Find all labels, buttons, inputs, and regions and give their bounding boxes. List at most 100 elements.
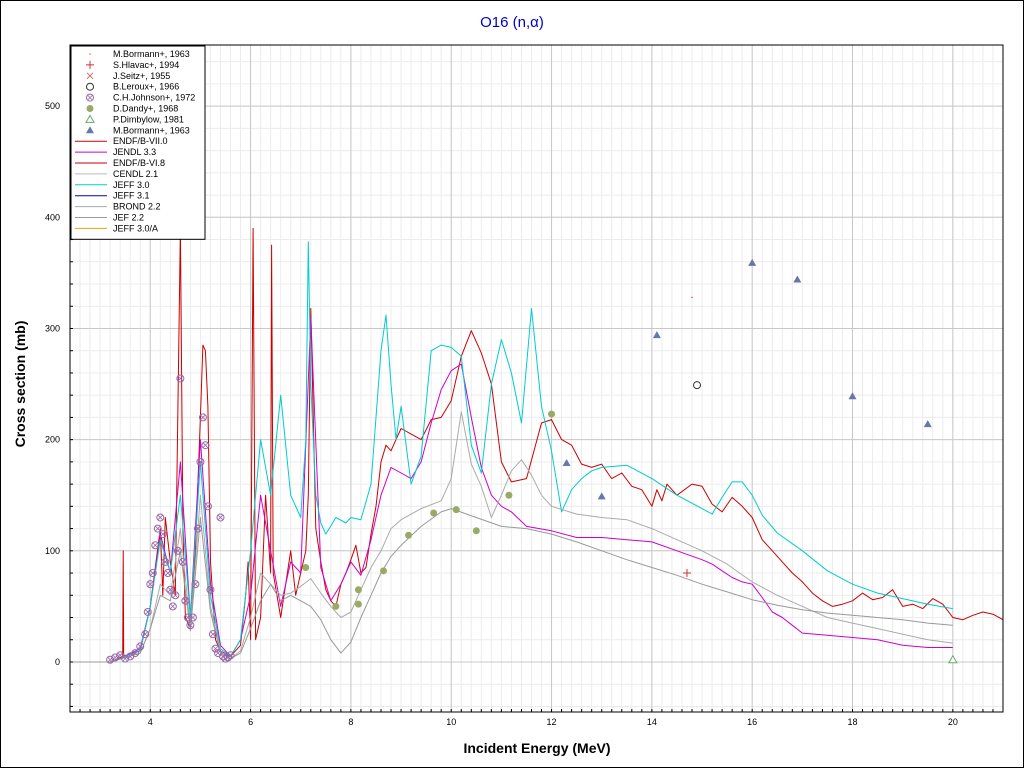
x-tick-label: 4 — [148, 717, 153, 727]
legend-marker — [86, 126, 94, 134]
y-tick-label: 400 — [45, 212, 60, 222]
data-point — [405, 531, 413, 539]
marker-shape — [472, 527, 480, 535]
y-tick-label: 100 — [45, 546, 60, 556]
marker-shape — [147, 581, 154, 587]
data-point — [203, 502, 212, 511]
data-point — [158, 530, 167, 539]
legend-label: D.Dandy+, 1968 — [113, 104, 178, 114]
marker-shape — [188, 613, 197, 622]
marker-shape — [177, 375, 184, 382]
marker-shape — [162, 559, 169, 565]
legend-entry: JEFF 3.0/A — [75, 223, 158, 233]
data-point — [188, 613, 197, 622]
marker-shape — [106, 655, 115, 664]
legend-label: JEFF 3.1 — [113, 191, 150, 201]
marker-shape — [141, 630, 150, 639]
legend-label: M.Bormann+, 1963 — [113, 125, 190, 135]
data-point — [652, 331, 661, 339]
marker-shape — [152, 542, 159, 549]
data-point — [168, 602, 177, 611]
series-line — [70, 227, 1004, 663]
marker-shape — [175, 548, 181, 554]
marker-shape — [143, 607, 152, 616]
legend-label: S.Hlavac+, 1994 — [113, 60, 179, 70]
data-point — [597, 492, 606, 500]
legend-entry: BROND 2.2 — [75, 202, 161, 212]
marker-shape — [208, 630, 217, 639]
marker-shape — [148, 569, 157, 578]
marker-shape — [682, 569, 691, 578]
legend-marker — [86, 82, 94, 91]
grid — [69, 45, 1004, 712]
marker-shape — [181, 596, 190, 605]
marker-shape — [193, 524, 202, 533]
x-tick-label: 16 — [747, 717, 757, 727]
data-point — [141, 630, 150, 639]
marker-shape — [332, 602, 340, 610]
x-tick-label: 6 — [248, 717, 253, 727]
x-tick-label: 20 — [948, 717, 958, 727]
data-point — [151, 541, 160, 550]
data-point — [472, 527, 480, 535]
marker-shape — [89, 53, 91, 55]
data-point — [302, 563, 310, 571]
marker-shape — [131, 649, 140, 658]
marker-shape — [226, 651, 235, 660]
marker-shape — [146, 580, 155, 589]
marker-shape — [87, 94, 93, 101]
legend-label: J.Seitz+, 1955 — [113, 71, 170, 81]
data-point — [748, 258, 757, 266]
marker-shape — [198, 413, 207, 422]
marker-shape — [597, 492, 606, 500]
marker-shape — [793, 275, 802, 283]
legend-marker — [86, 72, 94, 80]
marker-shape — [691, 296, 693, 299]
legend-entry: C.H.Johnson+, 1972 — [86, 93, 195, 103]
y-tick-label: 200 — [45, 435, 60, 445]
series-markers — [106, 258, 958, 664]
data-point — [176, 374, 185, 383]
legend-marker — [86, 60, 94, 69]
marker-shape — [121, 654, 130, 663]
marker-shape — [923, 420, 932, 428]
data-point — [211, 644, 220, 653]
marker-shape — [405, 531, 413, 539]
marker-shape — [180, 559, 186, 565]
marker-shape — [153, 524, 162, 533]
marker-shape — [132, 650, 138, 656]
marker-shape — [173, 546, 182, 555]
data-point — [196, 457, 205, 466]
marker-shape — [144, 609, 151, 615]
marker-shape — [86, 93, 94, 102]
marker-shape — [210, 631, 216, 637]
marker-shape — [156, 513, 165, 522]
marker-shape — [187, 622, 194, 629]
marker-shape — [200, 414, 206, 421]
data-point — [208, 630, 217, 639]
marker-shape — [195, 525, 201, 532]
data-point — [505, 491, 513, 499]
legend-label: JEF 2.2 — [113, 213, 144, 223]
legend-label: ENDF/B-VII.0 — [113, 136, 168, 146]
marker-shape — [216, 513, 225, 522]
data-point — [173, 546, 182, 555]
x-tick-label: 10 — [446, 717, 456, 727]
marker-shape — [202, 442, 209, 448]
y-tick-label: 300 — [45, 323, 60, 333]
marker-shape — [748, 258, 757, 266]
legend-entry: JEFF 3.1 — [75, 191, 150, 201]
marker-shape — [224, 653, 233, 662]
series-lines — [70, 227, 1004, 663]
chart-title: O16 (n,α) — [480, 14, 544, 31]
legend-label: BROND 2.2 — [113, 202, 161, 212]
series-line — [70, 508, 953, 663]
legend-marker — [89, 53, 91, 55]
marker-shape — [168, 602, 177, 611]
series-line — [70, 241, 953, 663]
legend-label: C.H.Johnson+, 1972 — [113, 93, 195, 103]
x-tick-label: 18 — [848, 717, 858, 727]
marker-shape — [183, 613, 192, 622]
legend-marker — [85, 114, 95, 123]
